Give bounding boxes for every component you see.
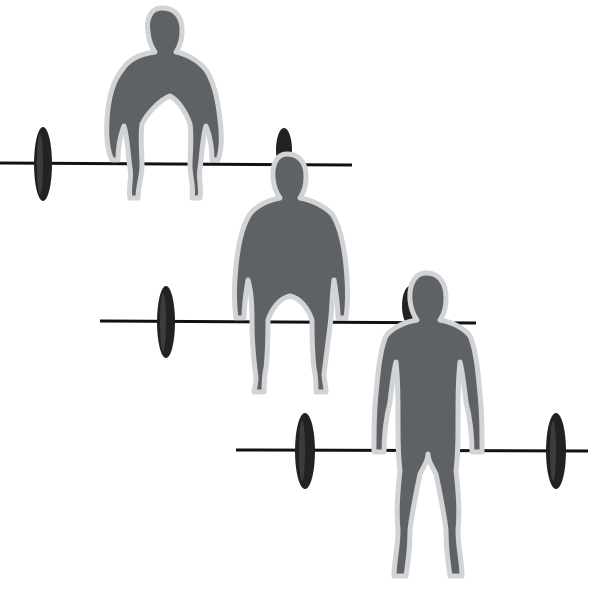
- barbell-plate-right: [546, 413, 566, 489]
- lifter-figure-lift: [232, 151, 350, 395]
- barbell-plate-left: [157, 286, 175, 358]
- barbell-plate-left: [295, 413, 315, 489]
- lifter-figure-lockout: [371, 270, 485, 579]
- phase-lockout: [235, 270, 589, 579]
- barbell-plate-left: [34, 127, 52, 201]
- lifter-figure-setup: [104, 5, 224, 201]
